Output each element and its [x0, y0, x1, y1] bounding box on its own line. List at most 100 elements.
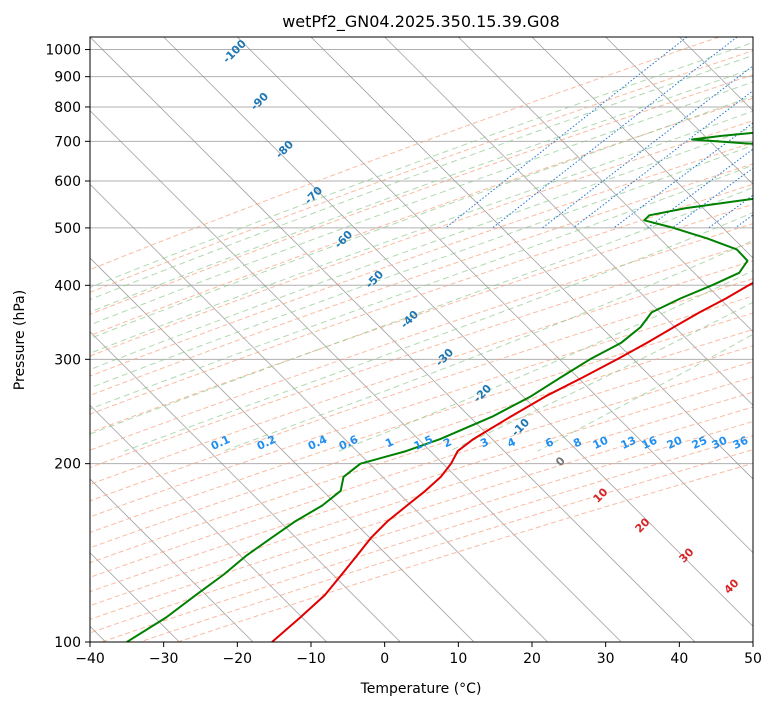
dry-adiabat-label: -40	[398, 308, 421, 331]
y-tick-label: 1000	[45, 43, 81, 59]
x-tick-label: −10	[296, 651, 326, 667]
mixing-ratio-line	[445, 37, 688, 229]
dry-adiabat	[90, 74, 753, 315]
mixing-ratio-line	[672, 167, 753, 229]
isotherm-line	[90, 331, 401, 642]
y-tick-label: 900	[54, 70, 81, 86]
mixing-ratio-label: 2	[441, 435, 453, 450]
y-tick-label: 700	[54, 134, 81, 150]
moist-adiabat	[90, 81, 753, 326]
mixing-ratio-lines	[445, 37, 753, 229]
mixing-ratio-label: 0.2	[255, 433, 278, 453]
moist-adiabat	[90, 54, 753, 301]
reference-labels: -100-90-80-70-60-50-40-30-20-10010203040…	[209, 37, 751, 597]
x-tick-label: 40	[670, 651, 688, 667]
moist-adiabat	[90, 144, 753, 389]
skewed-isotherms	[90, 37, 753, 642]
mixing-ratio-label: 16	[640, 434, 660, 452]
dry-adiabat	[90, 37, 720, 271]
isotherm-line	[90, 110, 622, 642]
x-tick-label: −30	[149, 651, 179, 667]
dry-adiabat	[90, 241, 753, 469]
y-tick-label: 300	[54, 352, 81, 368]
mixing-ratio-label: 30	[710, 434, 730, 452]
dry-adiabat	[90, 142, 753, 377]
y-axis-label: Pressure (hPa)	[12, 290, 28, 390]
x-tick-label: −40	[75, 651, 105, 667]
isotherm-line	[90, 183, 548, 642]
dry-adiabat	[90, 50, 753, 293]
moist-adiabat-label: 10	[591, 485, 611, 505]
dewpoint-profile	[126, 131, 753, 642]
mixing-ratio-line	[734, 214, 753, 229]
dry-adiabat	[90, 295, 753, 518]
moist-adiabats	[90, 41, 753, 452]
y-tick-label: 100	[54, 635, 81, 651]
moist-adiabat	[90, 95, 753, 340]
pressure-grid	[90, 49, 753, 642]
dry-adiabat	[90, 260, 753, 485]
moist-adiabat	[90, 67, 753, 313]
mixing-ratio-label: 1	[383, 435, 395, 450]
moist-adiabat	[90, 126, 753, 371]
dry-adiabat	[90, 329, 753, 549]
dry-adiabat	[90, 278, 753, 502]
isotherm-line	[679, 37, 753, 112]
mixing-ratio-label: 13	[619, 434, 638, 452]
moist-adiabat	[90, 164, 753, 410]
mixing-ratio-label: 20	[665, 434, 685, 452]
dry-adiabat-label: -50	[363, 268, 386, 291]
x-axis-label: Temperature (°C)	[360, 681, 482, 697]
mixing-ratio-label: 0.1	[209, 433, 232, 453]
isotherm-line	[90, 257, 475, 642]
x-tick-label: 30	[597, 651, 615, 667]
isotherm-line	[163, 37, 753, 627]
moist-adiabat	[223, 239, 753, 452]
isotherm-line	[752, 37, 753, 38]
dry-adiabat	[90, 361, 753, 578]
dry-adiabat	[90, 120, 753, 357]
temperature-profile	[271, 281, 753, 642]
moist-adiabat-label: 40	[722, 576, 742, 596]
mixing-ratio-line	[542, 65, 753, 229]
mixing-ratio-line	[613, 122, 753, 229]
dry-adiabat	[90, 203, 753, 433]
isotherm-line	[310, 37, 753, 480]
dry-adiabat	[90, 183, 753, 415]
dry-adiabat	[90, 223, 753, 451]
moist-adiabat-label: 30	[677, 545, 697, 565]
isotherm-line	[531, 37, 753, 259]
dry-adiabat-label: -20	[471, 382, 494, 405]
x-tick-label: 20	[523, 651, 541, 667]
dry-adiabat-label: -100	[220, 37, 249, 66]
isotherm-line	[90, 404, 327, 642]
y-tick-label: 800	[54, 100, 81, 116]
y-tick-label: 200	[54, 457, 81, 473]
dry-adiabat	[90, 345, 753, 564]
moist-adiabat	[449, 301, 753, 452]
x-tick-label: 0	[380, 651, 389, 667]
profiles	[126, 131, 753, 642]
dry-adiabat	[90, 376, 753, 593]
mixing-ratio-label: 3	[478, 435, 490, 450]
y-tick-label: 600	[54, 174, 81, 190]
dry-adiabat	[101, 435, 753, 642]
moist-adiabat	[124, 212, 753, 452]
dry-adiabat	[90, 391, 753, 607]
mixing-ratio-label: 8	[571, 435, 583, 450]
mixing-ratio-label: 36	[731, 434, 751, 452]
x-tick-label: 10	[449, 651, 467, 667]
dry-adiabat	[90, 97, 753, 337]
y-tick-label: 500	[54, 221, 81, 237]
dry-adiabat	[90, 163, 753, 396]
moist-adiabat-label: 20	[633, 515, 653, 535]
moist-adiabat	[90, 186, 753, 435]
mixing-ratio-label: 10	[591, 434, 611, 452]
y-axis-ticks: 100 200 300 400 500 600 700 800 900 1000	[45, 43, 90, 651]
isotherm-line	[237, 37, 753, 554]
x-tick-label: −20	[223, 651, 253, 667]
mixing-ratio-label: 0.6	[337, 433, 360, 453]
isotherm-line	[90, 37, 696, 642]
chart-title: wetPf2_GN04.2025.350.15.39.G08	[282, 12, 560, 32]
mixing-ratio-label: 25	[690, 434, 709, 452]
